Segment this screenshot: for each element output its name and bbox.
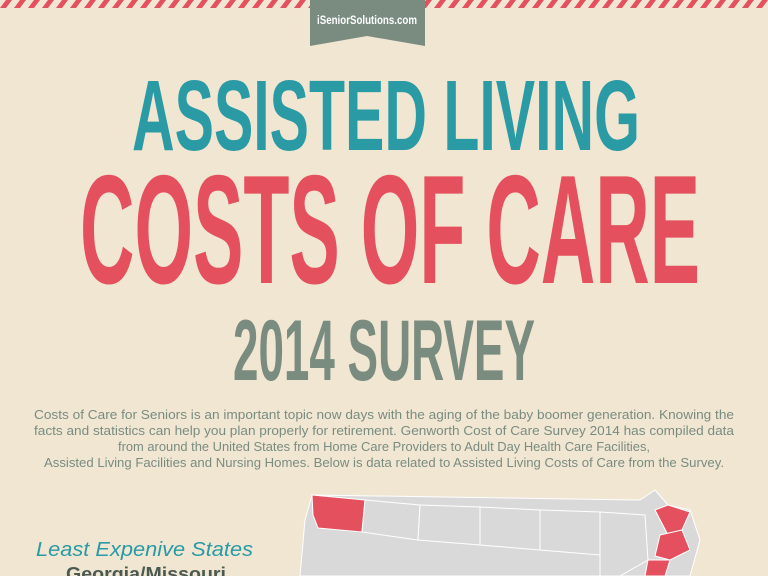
title-line3: 2014 SURVEY xyxy=(233,303,535,399)
intro-line: facts and statistics can help you plan p… xyxy=(34,424,734,438)
title-line1: ASSISTED LIVING xyxy=(132,60,640,172)
map-state-red xyxy=(654,504,691,536)
map-state-red xyxy=(654,529,691,561)
intro-line: Assisted Living Facilities and Nursing H… xyxy=(44,456,724,470)
us-map xyxy=(299,489,701,576)
map-state xyxy=(417,504,481,546)
intro: Costs of Care for Seniors is an importan… xyxy=(34,408,734,470)
sidebar-states: Georgia/Missouri xyxy=(66,564,226,576)
map-state xyxy=(599,511,649,576)
map-state-red xyxy=(644,559,671,576)
ribbon xyxy=(310,0,425,46)
site-name: iSeniorSolutions.com xyxy=(317,13,417,27)
map-state xyxy=(539,509,601,556)
intro-line: Costs of Care for Seniors is an importan… xyxy=(34,408,734,422)
map-state xyxy=(479,506,541,551)
intro-line: from around the United States from Home … xyxy=(118,440,650,454)
map-state-red xyxy=(311,494,366,533)
sidebar-heading: Least Expenive States xyxy=(36,539,253,561)
title-line2: COSTS OF CARE xyxy=(80,143,700,316)
